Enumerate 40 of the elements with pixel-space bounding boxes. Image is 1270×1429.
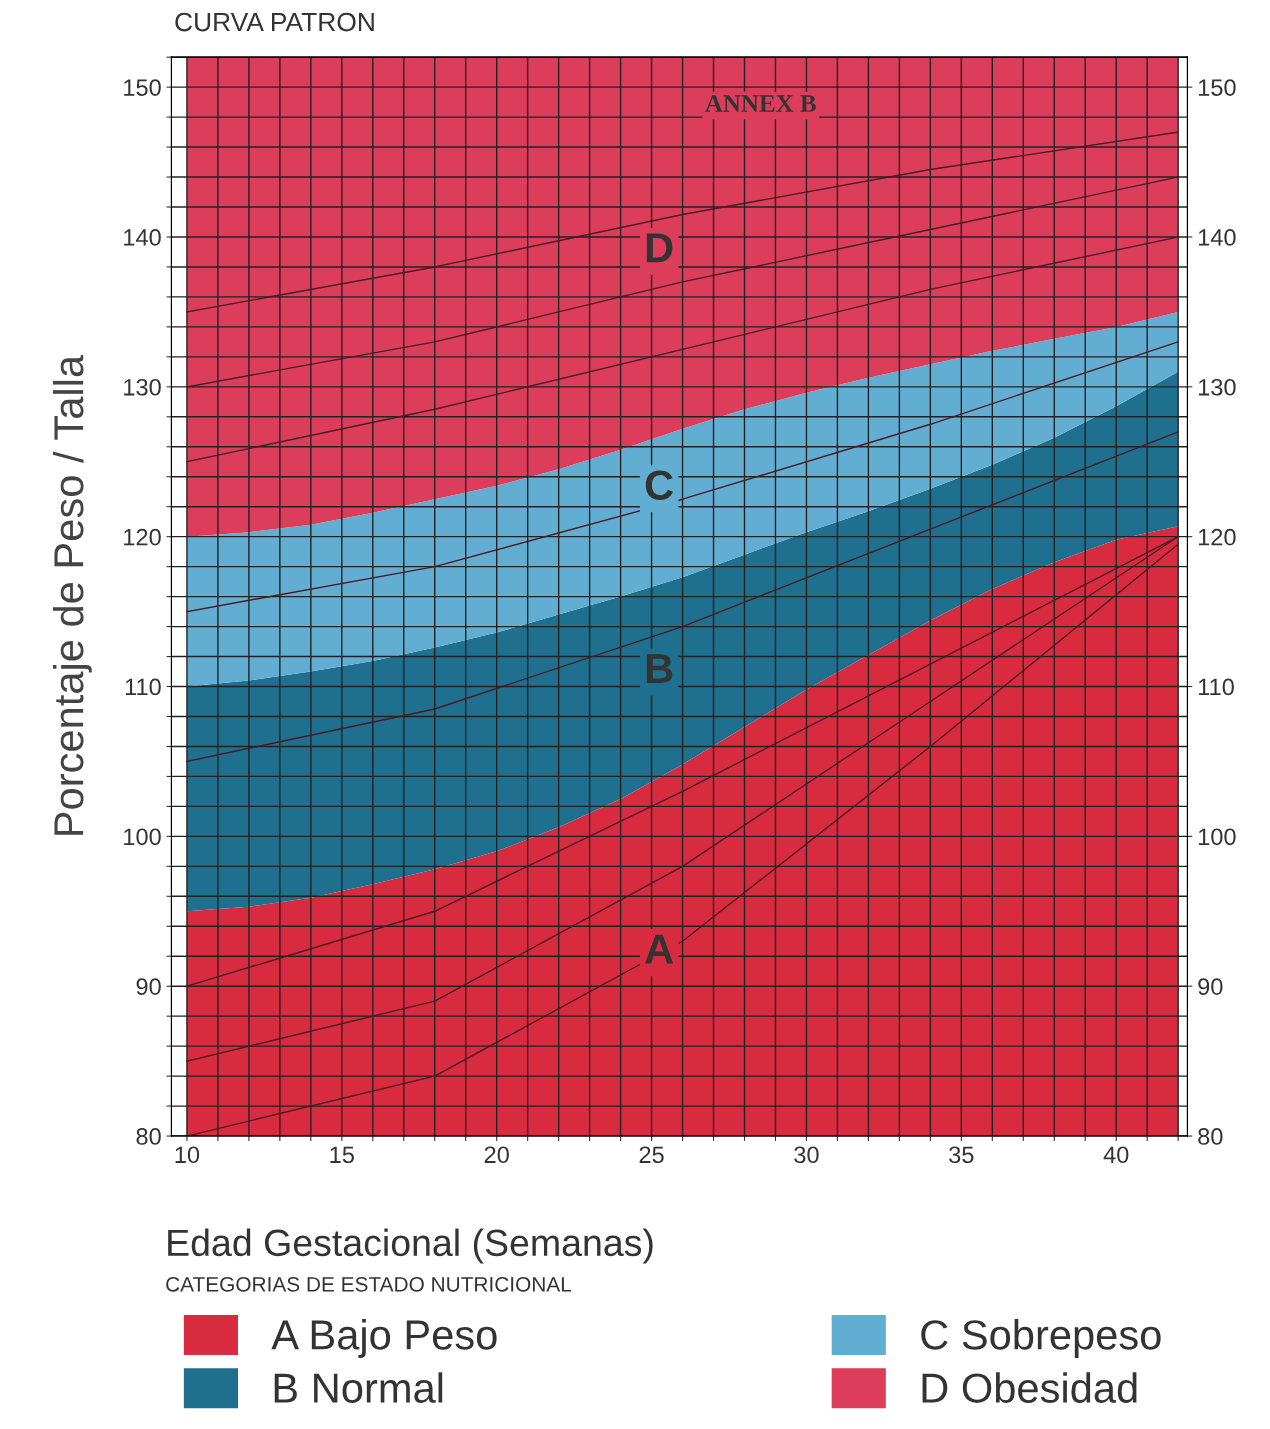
line-series [186,131,1179,313]
x-tick-label: 20 [484,1146,509,1164]
y-tick-label: 120 [124,528,161,546]
annotation: ANNEX B [705,95,816,112]
legend-label: A Bajo Peso [271,1319,497,1358]
annotation: A [645,934,674,964]
legend-title: CATEGORIAS DE ESTADO NUTRICIONAL [166,1276,572,1292]
x-tick-label: 25 [639,1146,664,1164]
y2-tick-label: 100 [1198,828,1236,846]
y2-tick-label: 130 [1198,378,1236,396]
annotation: C [645,470,674,500]
x-tick-label: 15 [330,1146,354,1164]
y-tick-label: 150 [124,79,161,96]
y-tick-label: 110 [125,678,161,696]
y2-tick-label: 80 [1198,1128,1223,1145]
legend-label: D Obesidad [922,1372,1137,1403]
y2-tick-label: 90 [1198,978,1223,995]
y-tick-label: 80 [136,1128,161,1145]
y2-tick-label: 150 [1198,79,1236,96]
x-axis-title: Edad Gestacional (Semanas) [168,1228,653,1264]
chart-title: CURVA PATRON [175,12,374,32]
line-series [186,176,1179,388]
y-tick-label: 130 [124,378,161,396]
y2-tick-label: 110 [1198,678,1234,696]
line-series [186,431,1179,763]
x-tick-label: 30 [794,1146,819,1164]
y2-tick-label: 120 [1198,528,1236,546]
x-tick-label: 10 [175,1146,200,1164]
legend-label: C Sobrepeso [921,1319,1161,1358]
y-axis-title: Porcentaje de Peso / Talla [52,354,92,835]
y2-tick-label: 140 [1198,229,1236,246]
line-series [186,341,1179,613]
annotation: B [646,654,673,683]
y-tick-label: 90 [136,978,161,995]
x-tick-label: 40 [1103,1146,1129,1164]
annotation: D [646,233,673,263]
y-tick-label: 140 [124,229,161,246]
y-tick-label: 100 [124,828,161,846]
x-tick-label: 35 [949,1146,974,1164]
legend-label: B Normal [274,1372,443,1403]
